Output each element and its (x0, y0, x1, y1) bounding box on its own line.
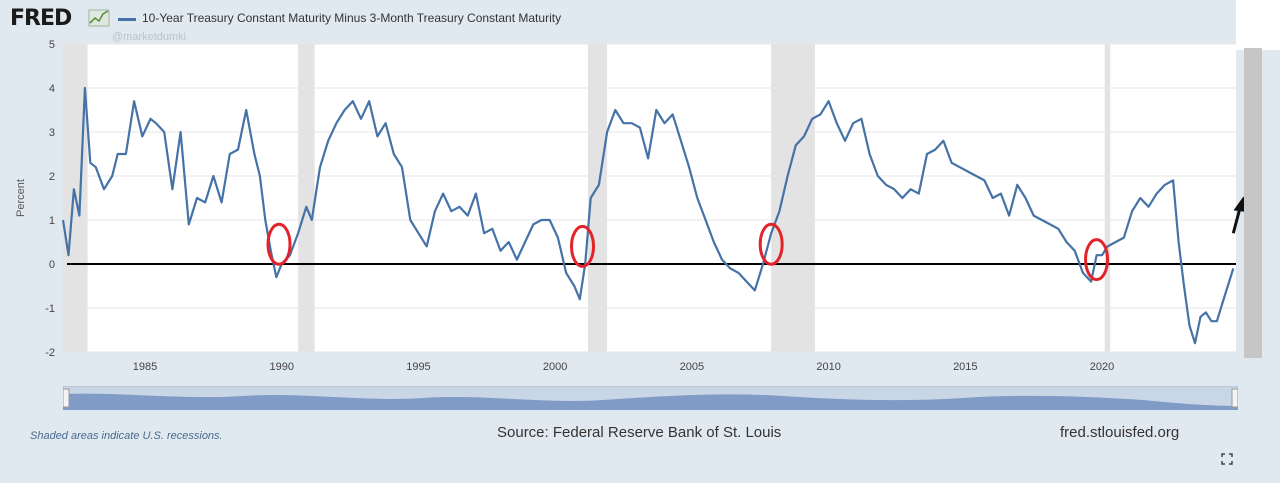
recession-band (771, 44, 815, 352)
y-tick-label: 2 (49, 171, 55, 183)
y-tick-label: 5 (49, 39, 55, 51)
y-tick-label: 1 (49, 215, 55, 227)
annotation-circle (1084, 238, 1110, 282)
recession-band (1104, 44, 1111, 352)
fred-logo[interactable]: FRED (10, 6, 72, 31)
x-tick-label: 2015 (953, 361, 977, 373)
x-tick-label: 1990 (269, 361, 293, 373)
series-line (61, 86, 1235, 345)
right-side-bar (1244, 48, 1262, 358)
legend-swatch (118, 18, 136, 21)
annotation-circle (758, 222, 784, 266)
x-tick-label: 2010 (816, 361, 840, 373)
range-navigator[interactable] (63, 386, 1238, 410)
recession-note: Shaded areas indicate U.S. recessions. (30, 430, 223, 442)
x-tick-label: 1995 (406, 361, 430, 373)
y-tick-label: -2 (45, 347, 55, 359)
fred-graph-icon (88, 9, 110, 27)
annotation-circle (570, 224, 596, 268)
plot-area (63, 44, 1236, 352)
navigator-series (63, 393, 1238, 410)
y-tick-label: 4 (49, 83, 55, 95)
y-tick-label: -1 (45, 303, 55, 315)
y-tick-label: 3 (49, 127, 55, 139)
x-tick-label: 2000 (543, 361, 567, 373)
annotation-circle (266, 222, 292, 266)
recession-band (298, 44, 315, 352)
x-tick-label: 2020 (1090, 361, 1114, 373)
navigator-right-handle[interactable] (1231, 388, 1238, 408)
top-right-blank (1236, 0, 1280, 50)
recession-band (587, 44, 608, 352)
site-link[interactable]: fred.stlouisfed.org (1060, 424, 1180, 441)
x-tick-label: 2005 (680, 361, 704, 373)
y-tick-label: 0 (49, 259, 55, 271)
watermark: @marketdumki (112, 31, 187, 43)
legend-label[interactable]: 10-Year Treasury Constant Maturity Minus… (142, 11, 562, 25)
fullscreen-icon[interactable] (1221, 453, 1233, 465)
y-axis-label: Percent (15, 179, 27, 217)
navigator-left-handle[interactable] (63, 388, 70, 408)
source-text: Source: Federal Reserve Bank of St. Loui… (497, 424, 782, 441)
x-tick-label: 1985 (133, 361, 157, 373)
